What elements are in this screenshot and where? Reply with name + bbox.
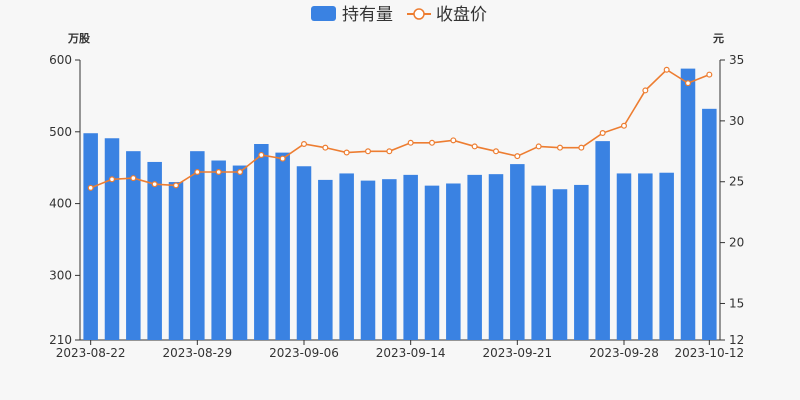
price-point bbox=[87, 184, 94, 191]
x-tick-label: 2023-09-28 bbox=[589, 346, 659, 360]
price-point bbox=[407, 139, 414, 146]
x-tick-label: 2023-08-29 bbox=[162, 346, 232, 360]
left-axis-unit: 万股 bbox=[67, 32, 91, 45]
bar bbox=[83, 133, 98, 340]
price-line-path bbox=[90, 68, 710, 189]
price-point bbox=[173, 182, 180, 189]
price-point bbox=[258, 151, 265, 158]
bar bbox=[595, 141, 610, 340]
right-axis-unit: 元 bbox=[713, 32, 724, 45]
price-point bbox=[194, 169, 201, 176]
left-tick-label: 600 bbox=[49, 53, 72, 67]
right-tick-label: 35 bbox=[729, 53, 744, 67]
price-point bbox=[386, 148, 393, 155]
left-tick-label: 500 bbox=[49, 125, 72, 139]
price-point bbox=[279, 155, 286, 162]
price-point bbox=[514, 153, 521, 160]
bar bbox=[424, 185, 440, 340]
price-point bbox=[151, 181, 158, 188]
right-tick-label: 20 bbox=[729, 236, 744, 250]
price-point bbox=[599, 130, 606, 137]
price-point bbox=[620, 122, 627, 129]
x-tick-label: 2023-09-14 bbox=[376, 346, 446, 360]
bar bbox=[510, 164, 525, 340]
bar bbox=[168, 182, 184, 340]
line-series bbox=[87, 66, 713, 191]
bar bbox=[339, 173, 354, 340]
legend-line-marker bbox=[413, 8, 425, 20]
bar-series bbox=[83, 68, 717, 340]
price-point bbox=[684, 80, 691, 87]
bar bbox=[190, 151, 205, 340]
price-point bbox=[237, 169, 244, 176]
price-point bbox=[429, 139, 436, 146]
bar bbox=[702, 108, 717, 340]
bar bbox=[552, 189, 568, 340]
bar bbox=[254, 144, 269, 340]
legend-label-price: 收盘价 bbox=[436, 5, 487, 25]
price-point bbox=[578, 144, 585, 151]
bar bbox=[488, 174, 504, 340]
price-point bbox=[706, 71, 713, 78]
price-point bbox=[301, 141, 308, 148]
bar bbox=[638, 173, 653, 340]
price-point bbox=[493, 148, 500, 155]
price-point bbox=[471, 143, 478, 150]
price-point bbox=[343, 149, 350, 156]
price-point bbox=[108, 176, 115, 183]
bar bbox=[680, 68, 696, 340]
bar bbox=[360, 180, 376, 340]
legend: 持有量 收盘价 bbox=[311, 5, 487, 25]
right-tick-label: 25 bbox=[729, 175, 744, 189]
legend-bar-swatch bbox=[311, 6, 336, 21]
bar bbox=[147, 161, 162, 340]
bar bbox=[574, 184, 589, 340]
right-tick-label: 15 bbox=[729, 296, 744, 310]
left-tick-label: 300 bbox=[49, 268, 72, 282]
bar bbox=[659, 172, 674, 340]
x-tick-label: 2023-08-22 bbox=[56, 346, 126, 360]
x-tick-label: 2023-09-21 bbox=[482, 346, 552, 360]
bar bbox=[446, 183, 461, 340]
x-tick-label: 2023-10-12 bbox=[674, 346, 744, 360]
bar bbox=[403, 174, 418, 340]
left-tick-label: 210 bbox=[49, 333, 72, 347]
bar bbox=[296, 166, 312, 340]
price-point bbox=[642, 87, 649, 94]
bar bbox=[232, 165, 248, 340]
right-tick-label: 12 bbox=[729, 333, 744, 347]
bar bbox=[126, 151, 141, 340]
price-point bbox=[130, 175, 137, 182]
bar bbox=[275, 152, 290, 340]
bar bbox=[531, 185, 546, 340]
left-tick-label: 400 bbox=[49, 197, 72, 211]
bar bbox=[467, 174, 482, 340]
price-point bbox=[556, 144, 563, 151]
x-tick-label: 2023-09-06 bbox=[269, 346, 339, 360]
legend-label-holdings: 持有量 bbox=[342, 5, 393, 25]
price-point bbox=[535, 143, 542, 150]
price-point bbox=[450, 137, 457, 144]
right-tick-label: 30 bbox=[729, 114, 744, 128]
bar bbox=[104, 138, 120, 340]
axes: 210 300 400 500 600 12 15 20 25 30 35 2023-08-22 202… bbox=[49, 53, 744, 360]
price-point bbox=[365, 148, 372, 155]
price-point bbox=[663, 66, 670, 73]
bar bbox=[382, 179, 397, 340]
price-point bbox=[322, 144, 329, 151]
bar bbox=[211, 160, 226, 340]
bar bbox=[616, 173, 632, 340]
bar bbox=[318, 179, 333, 340]
price-point bbox=[215, 169, 222, 176]
